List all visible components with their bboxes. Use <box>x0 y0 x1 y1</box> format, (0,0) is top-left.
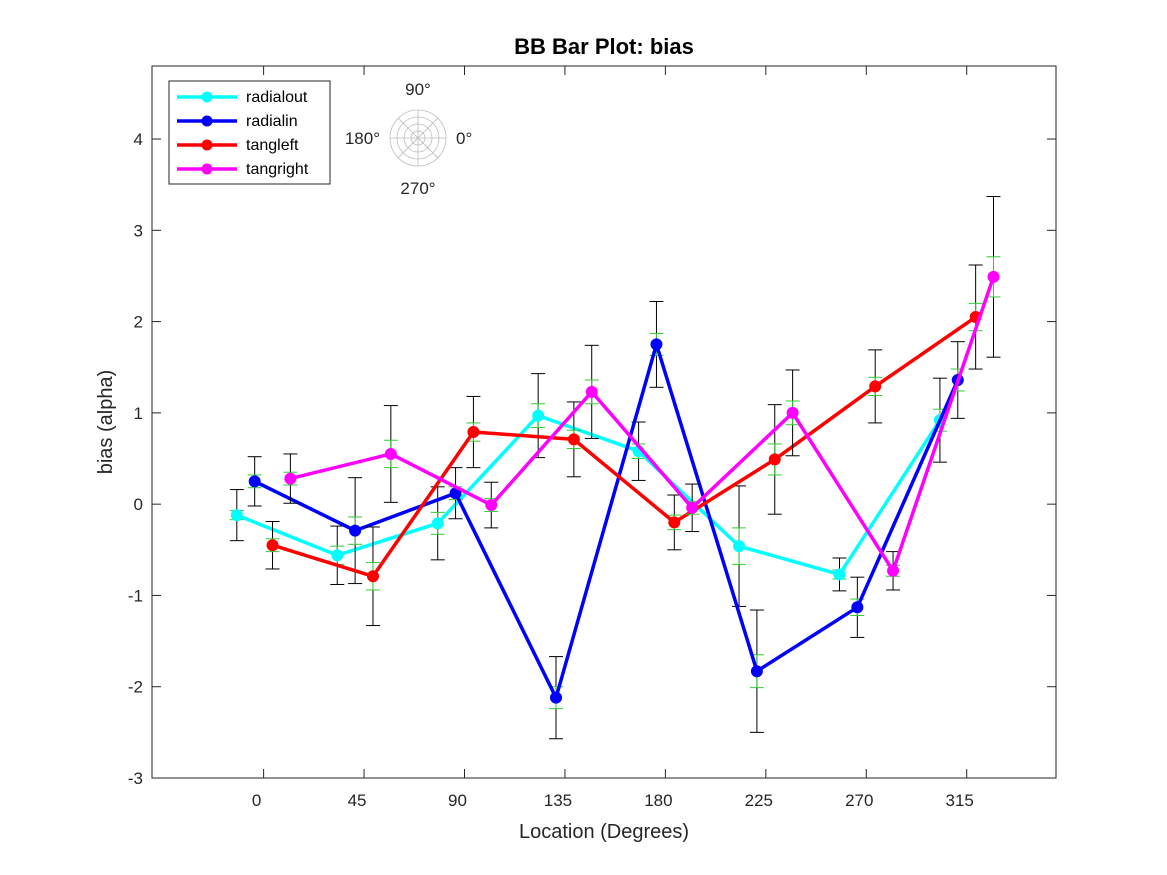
y-axis-label: bias (alpha) <box>95 370 117 475</box>
compass-rings <box>389 109 447 167</box>
y-tick-label: 0 <box>134 495 143 514</box>
compass-inset: 90° 180° 0° 270° <box>345 80 472 198</box>
data-point <box>532 409 545 422</box>
series-line <box>289 276 996 573</box>
data-point <box>230 509 243 522</box>
data-point <box>331 549 344 562</box>
x-axis-label: Location (Degrees) <box>519 821 689 843</box>
legend-swatch-marker <box>201 163 213 175</box>
y-tick-label: -1 <box>128 586 143 605</box>
data-point <box>887 564 900 577</box>
series-line <box>272 315 977 579</box>
compass-label-left: 180° <box>345 129 380 148</box>
y-tick-label: 1 <box>134 404 143 423</box>
series-radialout <box>229 373 947 607</box>
x-tick-label: 270 <box>845 791 873 810</box>
compass-label-bottom: 270° <box>400 179 435 198</box>
data-point <box>833 568 846 581</box>
axes <box>151 65 1057 779</box>
y-tick-label: -2 <box>128 678 143 697</box>
legend-label: radialin <box>246 113 298 130</box>
series-layer <box>229 196 1001 740</box>
series-line <box>253 342 960 700</box>
chart-title: BB Bar Plot: bias <box>514 34 694 59</box>
compass-spoke <box>397 117 439 159</box>
legend-swatch-marker <box>201 139 213 151</box>
data-point <box>550 691 563 704</box>
plot-area <box>151 65 1057 779</box>
series-line <box>236 413 942 577</box>
legend-swatch-marker <box>201 115 213 127</box>
data-point <box>266 539 279 552</box>
legend-label: tangright <box>246 161 309 178</box>
legend: radialout radialin tangleft tangright <box>168 80 331 185</box>
x-tick-label: 45 <box>348 791 367 810</box>
data-point <box>284 472 297 485</box>
data-point <box>869 380 882 393</box>
y-tick-label: 2 <box>134 313 143 332</box>
x-tick-label: 315 <box>946 791 974 810</box>
y-ticks: -3 -2 -1 0 1 2 3 4 <box>128 130 1056 788</box>
data-point <box>650 338 663 351</box>
x-tick-label: 0 <box>252 791 261 810</box>
legend-swatch-marker <box>201 91 213 103</box>
data-point <box>786 406 799 419</box>
data-point <box>585 385 598 398</box>
x-tick-label: 225 <box>745 791 773 810</box>
data-point <box>567 433 580 446</box>
data-point <box>851 601 864 614</box>
y-tick-label: 4 <box>134 130 143 149</box>
series-radialin <box>247 301 965 740</box>
series-tangright <box>283 196 1001 591</box>
data-point <box>987 270 1000 283</box>
y-tick-label: 3 <box>134 221 143 240</box>
data-point <box>467 426 480 439</box>
data-point <box>384 447 397 460</box>
data-point <box>668 516 681 529</box>
compass-label-right: 0° <box>456 129 472 148</box>
series-tangleft <box>265 264 983 627</box>
x-ticks: 0 45 90 135 180 225 270 315 <box>252 66 974 810</box>
data-point <box>768 453 781 466</box>
data-point <box>733 540 746 553</box>
data-point <box>366 570 379 583</box>
y-tick-label: -3 <box>128 769 143 788</box>
data-point <box>431 517 444 530</box>
compass-label-top: 90° <box>405 80 431 99</box>
data-point <box>485 499 498 512</box>
data-point <box>248 475 261 488</box>
x-tick-label: 135 <box>544 791 572 810</box>
x-tick-label: 180 <box>644 791 672 810</box>
legend-label: tangleft <box>246 137 299 154</box>
x-tick-label: 90 <box>448 791 467 810</box>
data-point <box>349 524 362 537</box>
legend-label: radialout <box>246 89 308 106</box>
data-point <box>686 501 699 514</box>
data-point <box>750 665 763 678</box>
